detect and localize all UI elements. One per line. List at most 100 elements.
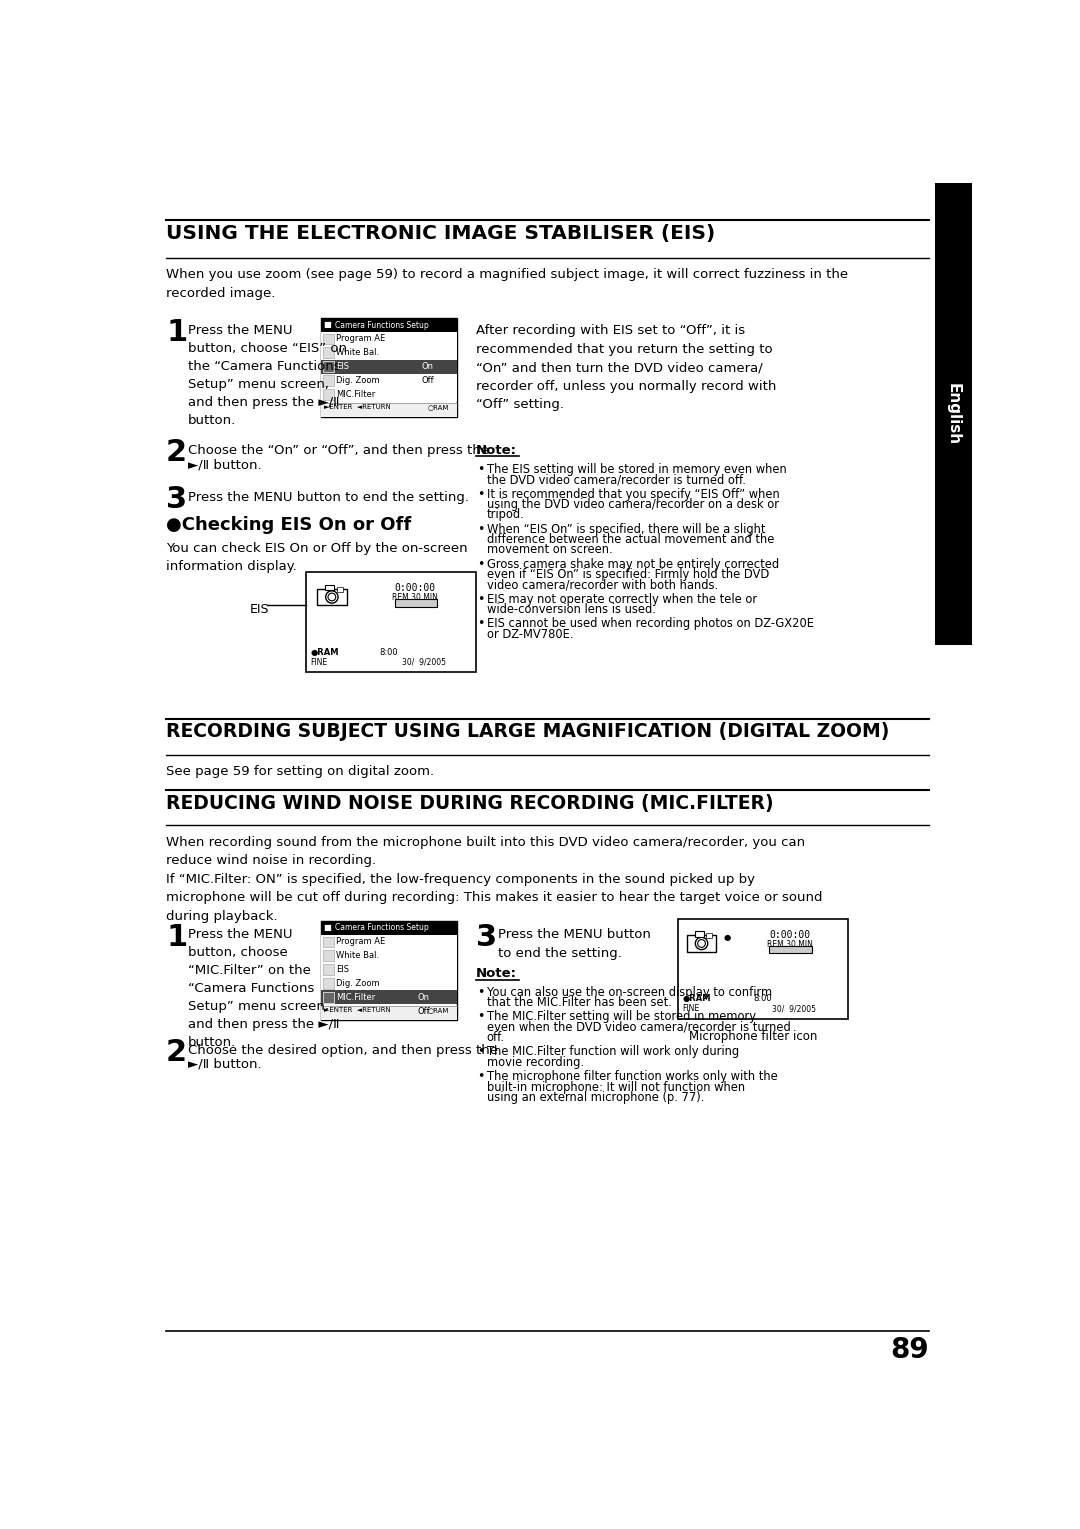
Text: After recording with EIS set to “Off”, it is
recommended that you return the set: After recording with EIS set to “Off”, i… xyxy=(476,324,777,411)
Text: 0:00:00: 0:00:00 xyxy=(769,930,810,940)
Text: Choose the “On” or “Off”, and then press the: Choose the “On” or “Off”, and then press… xyxy=(188,443,488,457)
Bar xyxy=(394,599,437,607)
Text: ●RAM: ●RAM xyxy=(310,648,339,657)
Text: •: • xyxy=(477,523,485,535)
Text: Dig. Zoom: Dig. Zoom xyxy=(337,979,380,988)
Bar xyxy=(706,934,713,939)
Text: off.: off. xyxy=(487,1031,504,1044)
Text: Microphone filter icon: Microphone filter icon xyxy=(689,1031,818,1043)
Bar xyxy=(769,946,811,954)
Text: 8:00: 8:00 xyxy=(380,648,399,657)
Bar xyxy=(321,387,457,402)
Text: Press the MENU button to end the setting.: Press the MENU button to end the setting… xyxy=(188,491,469,505)
Bar xyxy=(321,1006,457,1020)
Bar xyxy=(321,950,457,963)
Bar xyxy=(337,587,342,592)
Bar xyxy=(325,584,334,590)
Bar xyxy=(323,992,334,1003)
Text: ■: ■ xyxy=(323,320,332,329)
Text: EIS: EIS xyxy=(337,965,350,974)
Text: Gross camera shake may not be entirely corrected: Gross camera shake may not be entirely c… xyxy=(487,558,779,570)
Text: built-in microphone: It will not function when: built-in microphone: It will not functio… xyxy=(487,1081,745,1093)
Bar xyxy=(321,318,457,417)
Text: USING THE ELECTRONIC IMAGE STABILISER (EIS): USING THE ELECTRONIC IMAGE STABILISER (E… xyxy=(166,223,715,243)
Text: FINE: FINE xyxy=(683,1005,699,1014)
Bar xyxy=(321,920,457,1020)
Text: •: • xyxy=(477,1046,485,1058)
Text: •: • xyxy=(477,593,485,605)
Text: tripod.: tripod. xyxy=(487,509,525,521)
Text: or DZ-MV780E.: or DZ-MV780E. xyxy=(487,628,573,641)
Text: ●: ● xyxy=(724,933,731,942)
Text: video camera/recorder with both hands.: video camera/recorder with both hands. xyxy=(487,578,718,592)
Text: •: • xyxy=(477,1011,485,1023)
Text: difference between the actual movement and the: difference between the actual movement a… xyxy=(487,534,774,546)
Text: Choose the desired option, and then press the: Choose the desired option, and then pres… xyxy=(188,1044,498,1057)
Text: ●RAM: ●RAM xyxy=(683,994,711,1003)
Text: Off: Off xyxy=(418,1006,431,1015)
Bar xyxy=(323,951,334,962)
Text: Note:: Note: xyxy=(476,443,517,457)
Text: 2: 2 xyxy=(166,1038,187,1067)
Bar xyxy=(323,361,334,372)
Text: Camera Functions Setup: Camera Functions Setup xyxy=(335,924,429,933)
Text: using the DVD video camera/recorder on a desk or: using the DVD video camera/recorder on a… xyxy=(487,498,779,511)
Text: Off: Off xyxy=(422,376,434,385)
Text: •: • xyxy=(477,1070,485,1083)
Text: EIS: EIS xyxy=(249,602,269,616)
Text: ○RAM: ○RAM xyxy=(428,405,449,410)
Bar xyxy=(321,991,457,1005)
Bar xyxy=(321,332,457,346)
Text: Note:: Note: xyxy=(476,968,517,980)
Text: 3: 3 xyxy=(476,922,497,951)
Text: EIS: EIS xyxy=(337,362,350,372)
Bar xyxy=(323,388,334,401)
Text: REDUCING WIND NOISE DURING RECORDING (MIC.FILTER): REDUCING WIND NOISE DURING RECORDING (MI… xyxy=(166,794,773,813)
Text: even when the DVD video camera/recorder is turned: even when the DVD video camera/recorder … xyxy=(487,1021,791,1034)
Bar xyxy=(318,589,347,605)
Text: 2: 2 xyxy=(166,437,187,466)
Text: MIC.Filter: MIC.Filter xyxy=(337,992,376,1001)
Text: movie recording.: movie recording. xyxy=(487,1057,584,1069)
Text: White Bal.: White Bal. xyxy=(337,349,380,358)
Text: •: • xyxy=(477,463,485,476)
Text: English: English xyxy=(946,384,961,445)
Text: wide-conversion lens is used.: wide-conversion lens is used. xyxy=(487,602,656,616)
Bar xyxy=(323,937,334,948)
Text: using an external microphone (p. 77).: using an external microphone (p. 77). xyxy=(487,1090,704,1104)
Text: EIS may not operate correctly when the tele or: EIS may not operate correctly when the t… xyxy=(487,593,757,605)
Text: When recording sound from the microphone built into this DVD video camera/record: When recording sound from the microphone… xyxy=(166,836,823,922)
Text: Press the MENU
button, choose “EIS” on
the “Camera Functions
Setup” menu screen,: Press the MENU button, choose “EIS” on t… xyxy=(188,324,347,428)
Text: REM 30 MIN: REM 30 MIN xyxy=(767,940,812,948)
Text: EIS cannot be used when recording photos on DZ-GX20E: EIS cannot be used when recording photos… xyxy=(487,618,814,630)
Bar xyxy=(321,977,457,991)
Bar xyxy=(321,963,457,977)
Bar xyxy=(323,375,334,385)
Text: •: • xyxy=(477,488,485,500)
Text: REM 30 MIN: REM 30 MIN xyxy=(392,593,438,602)
Text: 1: 1 xyxy=(166,922,187,951)
Text: movement on screen.: movement on screen. xyxy=(487,543,612,557)
Bar xyxy=(677,919,848,1018)
Text: 30/  9/2005: 30/ 9/2005 xyxy=(403,657,446,667)
Text: It is recommended that you specify “EIS Off” when: It is recommended that you specify “EIS … xyxy=(487,488,780,500)
Text: •: • xyxy=(477,558,485,570)
Text: ■: ■ xyxy=(323,922,332,931)
Bar xyxy=(694,931,704,937)
Bar xyxy=(321,359,457,373)
Text: The MIC.Filter function will work only during: The MIC.Filter function will work only d… xyxy=(487,1046,739,1058)
Text: When “EIS On” is specified, there will be a slight: When “EIS On” is specified, there will b… xyxy=(487,523,766,535)
Bar xyxy=(687,936,716,953)
Text: The MIC.Filter setting will be stored in memory: The MIC.Filter setting will be stored in… xyxy=(487,1011,756,1023)
Text: You can check EIS On or Off by the on-screen
information display.: You can check EIS On or Off by the on-sc… xyxy=(166,541,468,572)
Text: the DVD video camera/recorder is turned off.: the DVD video camera/recorder is turned … xyxy=(487,474,745,486)
Text: ►ENTER  ◄RETURN: ►ENTER ◄RETURN xyxy=(324,1008,391,1014)
Text: See page 59 for setting on digital zoom.: See page 59 for setting on digital zoom. xyxy=(166,764,434,778)
Text: RECORDING SUBJECT USING LARGE MAGNIFICATION (DIGITAL ZOOM): RECORDING SUBJECT USING LARGE MAGNIFICAT… xyxy=(166,723,889,742)
Text: ●Checking EIS On or Off: ●Checking EIS On or Off xyxy=(166,517,411,534)
Text: ►/Ⅱ button.: ►/Ⅱ button. xyxy=(188,459,261,471)
Text: You can also use the on-screen display to confirm: You can also use the on-screen display t… xyxy=(487,986,772,998)
Bar xyxy=(321,346,457,359)
Bar xyxy=(321,404,457,417)
Text: Press the MENU button
to end the setting.: Press the MENU button to end the setting… xyxy=(498,928,650,960)
